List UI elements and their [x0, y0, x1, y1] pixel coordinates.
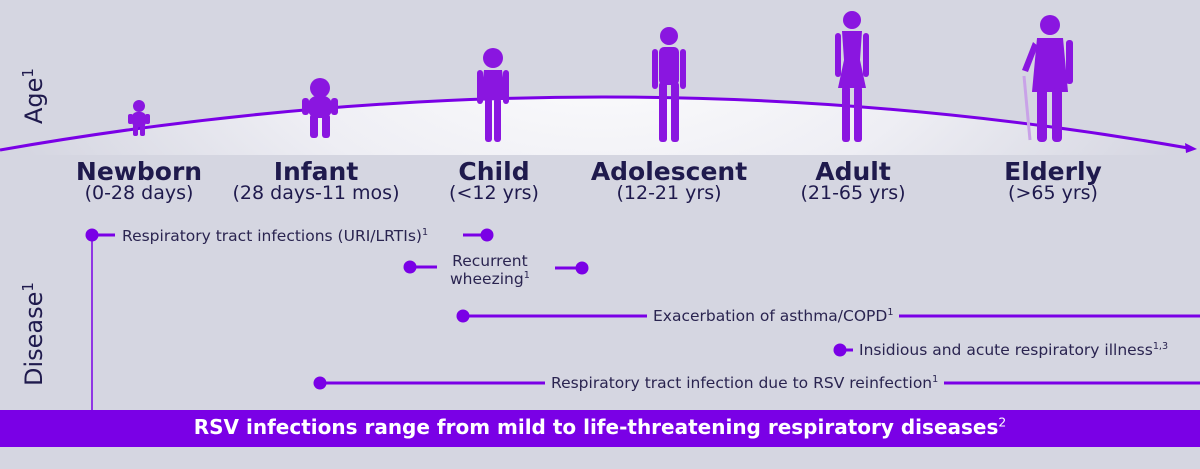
disease-label-insidious: Insidious and acute respiratory illness1… — [853, 341, 1175, 359]
stage-infant-range: (28 days-11 mos) — [232, 182, 400, 204]
adult-icon — [835, 11, 869, 142]
disease-line-uri-lrti — [85, 228, 494, 242]
stage-infant-name: Infant — [273, 157, 359, 186]
age-arc — [0, 95, 1189, 152]
stage-newborn-name: Newborn — [75, 157, 203, 186]
walking-cane-icon — [1022, 75, 1032, 141]
age-hill — [0, 96, 1185, 155]
elderly-icon — [1022, 15, 1073, 142]
stage-adult-name: Adult — [815, 157, 891, 186]
summary-banner: RSV infections range from mild to life-t… — [0, 410, 1200, 447]
age-axis-label: Age1 — [19, 68, 48, 124]
disease-axis-label: Disease1 — [19, 282, 48, 386]
stage-adolescent-range: (12-21 yrs) — [616, 182, 722, 204]
stage-child-name: Child — [458, 157, 530, 186]
child-icon — [477, 48, 509, 142]
newborn-icon — [128, 100, 150, 136]
stage-adolescent-name: Adolescent — [590, 157, 748, 186]
disease-label-reinfection: Respiratory tract infection due to RSV r… — [545, 374, 945, 392]
stage-adult-range: (21-65 yrs) — [800, 182, 906, 204]
infant-icon — [302, 78, 338, 138]
stage-newborn-range: (0-28 days) — [84, 182, 194, 204]
stage-elderly-name: Elderly — [1004, 157, 1102, 186]
adolescent-icon — [652, 27, 686, 142]
disease-label-asthma-copd: Exacerbation of asthma/COPD1 — [647, 307, 900, 325]
age-arrow-head — [1185, 143, 1197, 153]
stage-elderly-range: (>65 yrs) — [1008, 182, 1098, 204]
disease-line-wheezing — [403, 260, 589, 275]
disease-label-wheezing: Recurrent wheezing1 — [450, 252, 530, 288]
stage-child-range: (<12 yrs) — [449, 182, 539, 204]
disease-label-uri-lrti: Respiratory tract infections (URI/LRTIs)… — [116, 227, 435, 245]
